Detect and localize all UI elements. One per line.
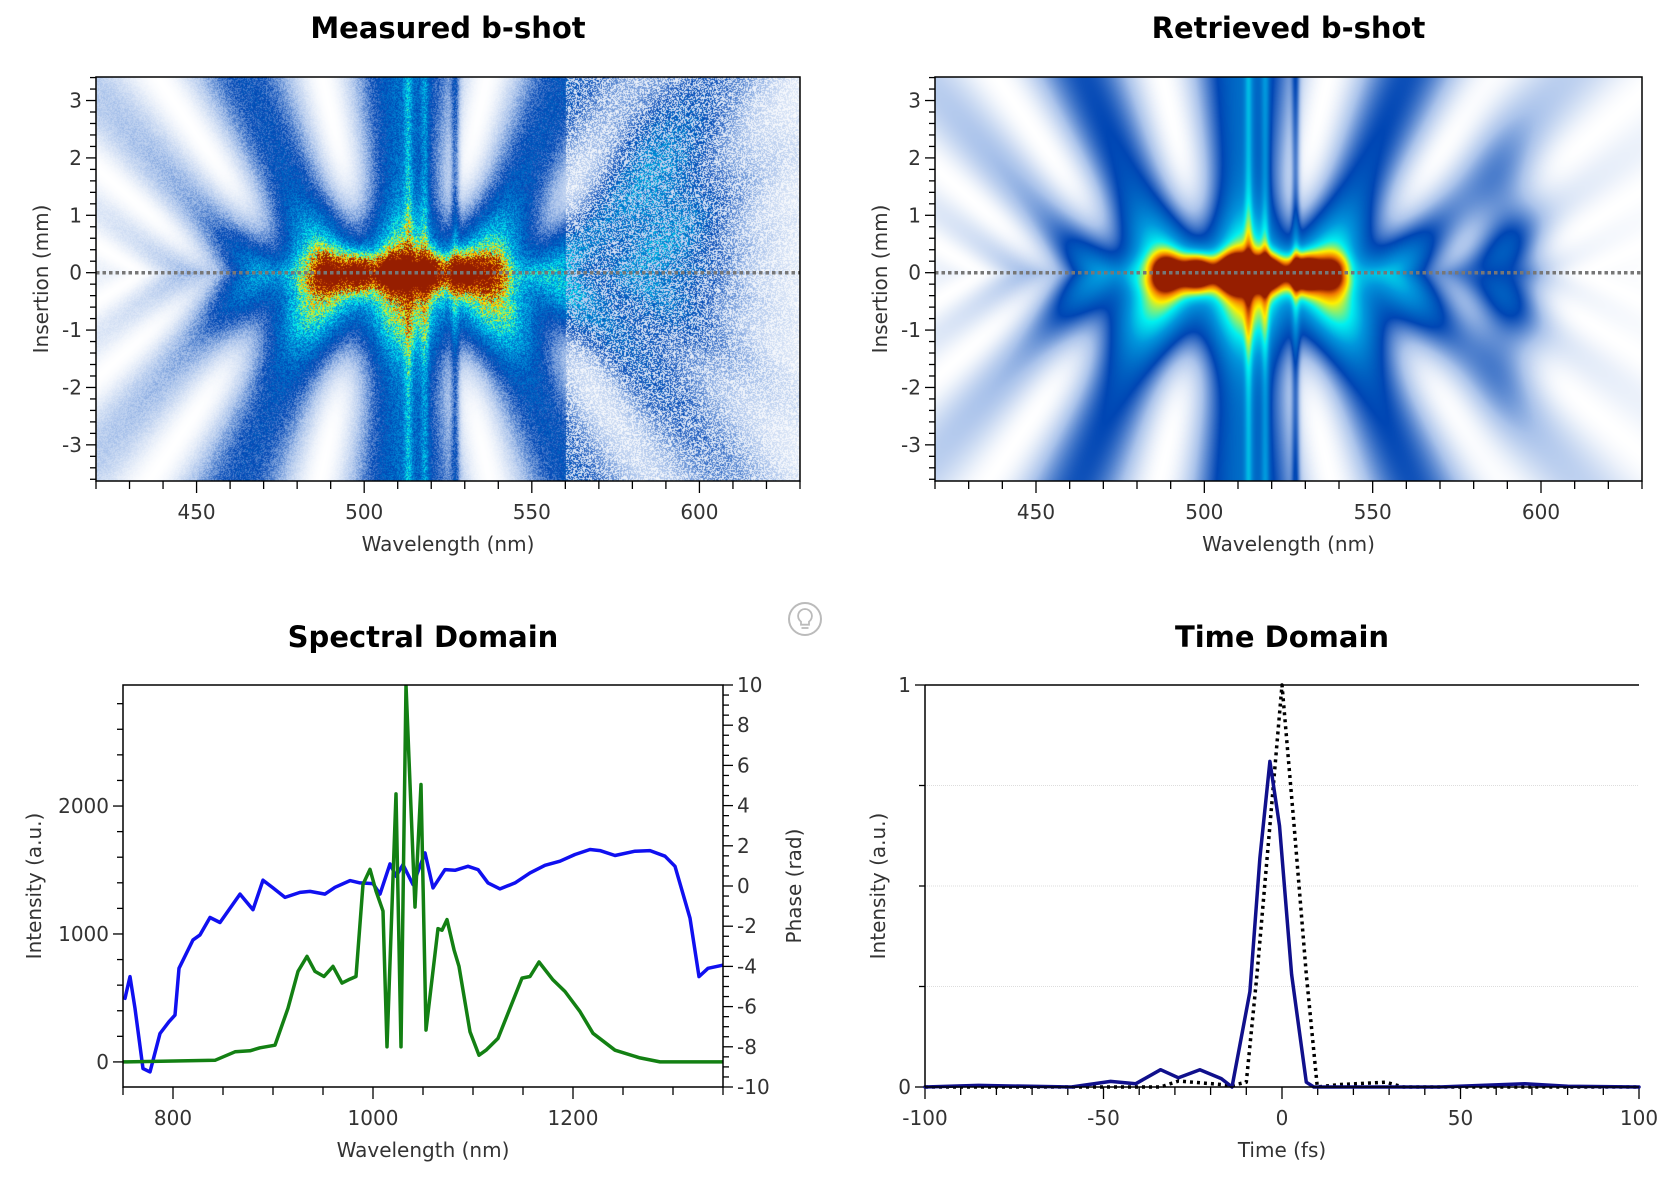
x-tick-label: -50 (1087, 1106, 1120, 1130)
measured-b-shot-plot: Measured b-shot 450 500 550 600 Wavelength (n… (29, 11, 801, 556)
y2-tick-label: 4 (737, 794, 750, 818)
x-axis-label: Wavelength (nm) (362, 532, 535, 556)
y2-tick-label: -10 (737, 1075, 770, 1099)
x-tick-label: 500 (345, 500, 383, 524)
y-axis-label: Insertion (mm) (29, 205, 53, 354)
x-tick-label: 100 (1620, 1106, 1658, 1130)
time-domain-plot: Time Domain -100 -50 0 50 100 Time (fs) 0 1 Inten… (866, 620, 1658, 1162)
y-tick-label: -1 (901, 318, 921, 342)
y-tick-label: -2 (62, 375, 82, 399)
y-tick-label: 0 (908, 261, 921, 285)
x-tick-label: 450 (1017, 500, 1055, 524)
y-tick-label: 2000 (58, 794, 109, 818)
y-tick-label: -3 (62, 433, 82, 457)
y-tick-label: -3 (901, 433, 921, 457)
y2-tick-label: -2 (737, 914, 757, 938)
x-tick-label: 0 (1276, 1106, 1289, 1130)
x-tick-label: 600 (680, 500, 718, 524)
x-tick-label: 550 (513, 500, 551, 524)
measured-heatmap (96, 77, 800, 481)
retrieved-b-shot-plot: Retrieved b-shot 450 500 550 600 Wavelength (… (868, 11, 1643, 556)
x-tick-label: -100 (902, 1106, 947, 1130)
x-tick-label: 500 (1185, 500, 1223, 524)
y-tick-label: -2 (901, 375, 921, 399)
series-group (123, 685, 723, 1074)
y2-tick-label: 8 (737, 713, 750, 737)
y-tick-label: 1 (898, 673, 911, 697)
x-axis-label: Time (fs) (1237, 1138, 1326, 1162)
y-tick-label: 2 (908, 146, 921, 170)
y-tick-label: 0 (96, 1050, 109, 1074)
chart-title: Retrieved b-shot (1152, 11, 1426, 45)
y-tick-label: 3 (69, 89, 82, 113)
y-tick-label: 2 (69, 146, 82, 170)
retrieved-heatmap (935, 77, 1642, 481)
x-axis-label: Wavelength (nm) (337, 1138, 510, 1162)
y2-tick-label: 6 (737, 753, 750, 777)
x-tick-label: 450 (177, 500, 215, 524)
chart-title: Spectral Domain (288, 620, 559, 654)
y-tick-label: 1000 (58, 922, 109, 946)
y-tick-label: 1 (908, 203, 921, 227)
y-axis-label: Intensity (a.u.) (866, 813, 890, 960)
y-tick-label: 3 (908, 89, 921, 113)
plot-frame (122, 684, 724, 1088)
y2-tick-label: 2 (737, 834, 750, 858)
y-tick-label: 1 (69, 203, 82, 227)
y2-axis-label: Phase (rad) (782, 829, 806, 944)
plot-frame (95, 76, 801, 482)
y2-tick-label: -6 (737, 995, 757, 1019)
y-axis-label: Insertion (mm) (868, 205, 892, 354)
x-tick-label: 1000 (348, 1106, 399, 1130)
y-axis-label: Intensity (a.u.) (22, 813, 46, 960)
x-tick-label: 800 (154, 1106, 192, 1130)
lightbulb-icon[interactable] (787, 601, 823, 637)
y-tick-label: 0 (69, 261, 82, 285)
phase-series (123, 685, 723, 1064)
x-axis-label: Wavelength (nm) (1202, 532, 1375, 556)
chart-title: Measured b-shot (310, 11, 585, 45)
y-tick-label: 0 (898, 1075, 911, 1099)
y2-tick-label: -8 (737, 1035, 757, 1059)
x-tick-label: 550 (1354, 500, 1392, 524)
retrieved-pulse-series (923, 759, 1641, 1089)
x-tick-label: 50 (1448, 1106, 1473, 1130)
y2-tick-label: 10 (737, 673, 762, 697)
plot-frame (934, 76, 1643, 482)
x-tick-label: 1200 (548, 1106, 599, 1130)
chart-title: Time Domain (1175, 620, 1389, 654)
y2-tick-label: -4 (737, 954, 757, 978)
y2-tick-label: 0 (737, 874, 750, 898)
x-tick-label: 600 (1522, 500, 1560, 524)
y-tick-label: -1 (62, 318, 82, 342)
